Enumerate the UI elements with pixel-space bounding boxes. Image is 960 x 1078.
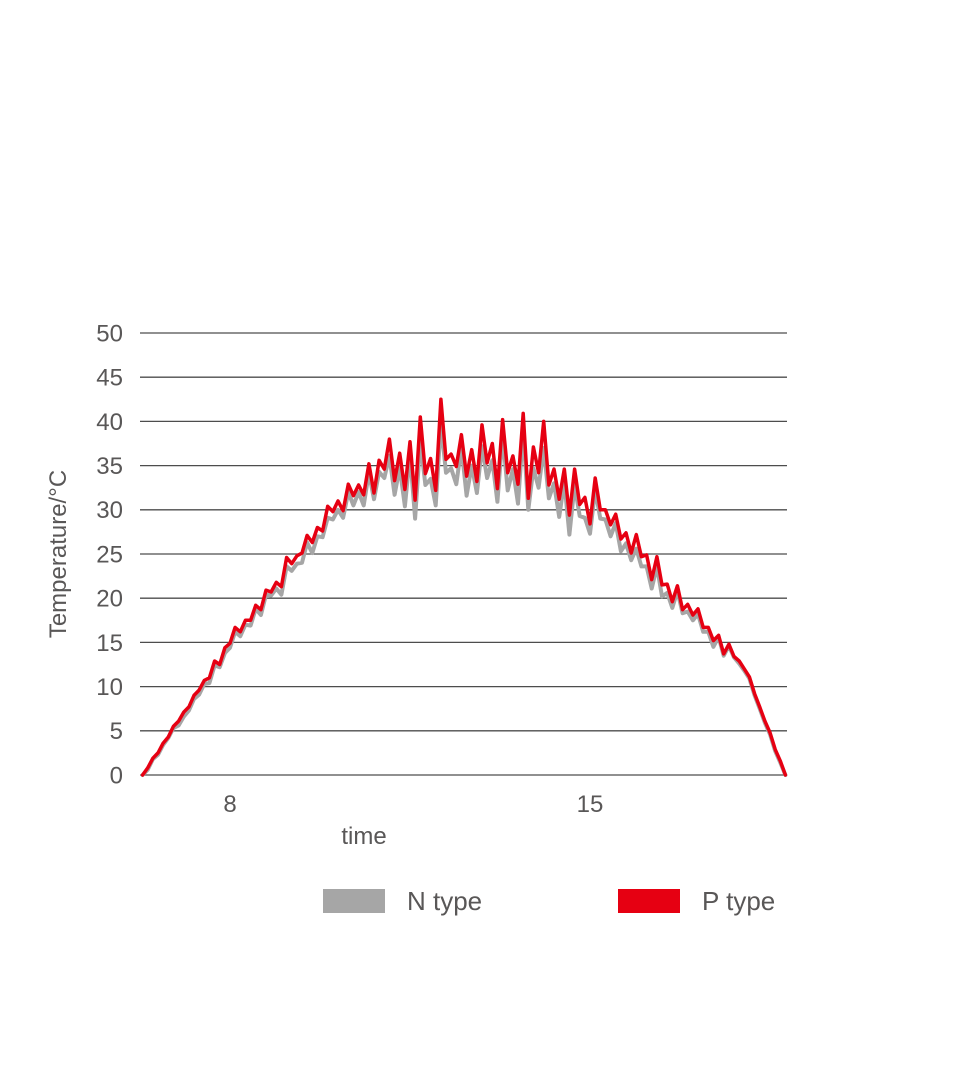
x-tick-label-15: 15 (577, 791, 604, 818)
p-type-legend-label: P type (702, 885, 776, 916)
y-tick-label-25: 25 (96, 541, 123, 568)
y-tick-label-45: 45 (96, 365, 123, 392)
y-tick-label-35: 35 (96, 453, 123, 480)
y-tick-label-50: 50 (96, 320, 123, 347)
y-tick-label-15: 15 (96, 630, 123, 657)
x-tick-label-8: 8 (223, 791, 236, 818)
p-type-line (140, 397, 788, 777)
y-axis-title: Temperature/°C (45, 469, 72, 639)
legend-item-p-type: P type (618, 885, 776, 916)
y-tick-label-20: 20 (96, 586, 123, 613)
y-tick-label-30: 30 (96, 497, 123, 524)
y-tick-label-40: 40 (96, 409, 123, 436)
y-tick-label-10: 10 (96, 674, 123, 701)
y-tick-label-0: 0 (110, 762, 123, 789)
n-type-line (140, 421, 788, 777)
y-tick-label-5: 5 (110, 718, 123, 745)
x-axis-title: time (341, 823, 387, 850)
n-type-legend-label: N type (407, 885, 483, 916)
n-type-legend-swatch (323, 889, 385, 913)
legend-item-n-type: N type (323, 885, 483, 916)
p-type-legend-swatch (618, 889, 680, 913)
